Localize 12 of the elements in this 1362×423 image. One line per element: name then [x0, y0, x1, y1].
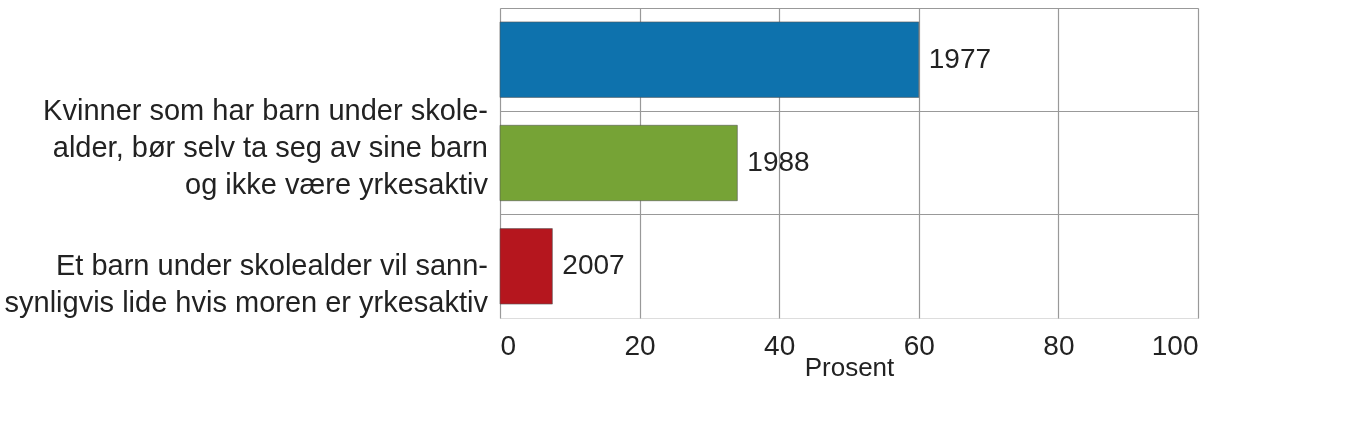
y-tick-label: 1977 — [928, 42, 992, 74]
x-tick-label: 80 — [1043, 329, 1075, 361]
x-tick-label: 100 — [1151, 329, 1199, 361]
x-tick-label: 40 — [764, 329, 796, 361]
x-tick-label: 0 — [500, 329, 517, 361]
x-tick-label: 20 — [624, 329, 656, 361]
x-axis-title: Prosent — [804, 351, 896, 382]
text: Kvinner som har barn under skole- alder, bør selv ta seg av sine barn og ikke være yrkesaktiv — [43, 94, 489, 201]
y-tick-label: 2007 — [562, 249, 625, 281]
y-tick-label: 1988 — [747, 146, 810, 177]
x-tick-label: 60 — [903, 329, 935, 361]
text: Et barn under skolealder vil sann- synligvis lide hvis moren er yrkesaktiv — [4, 249, 489, 319]
